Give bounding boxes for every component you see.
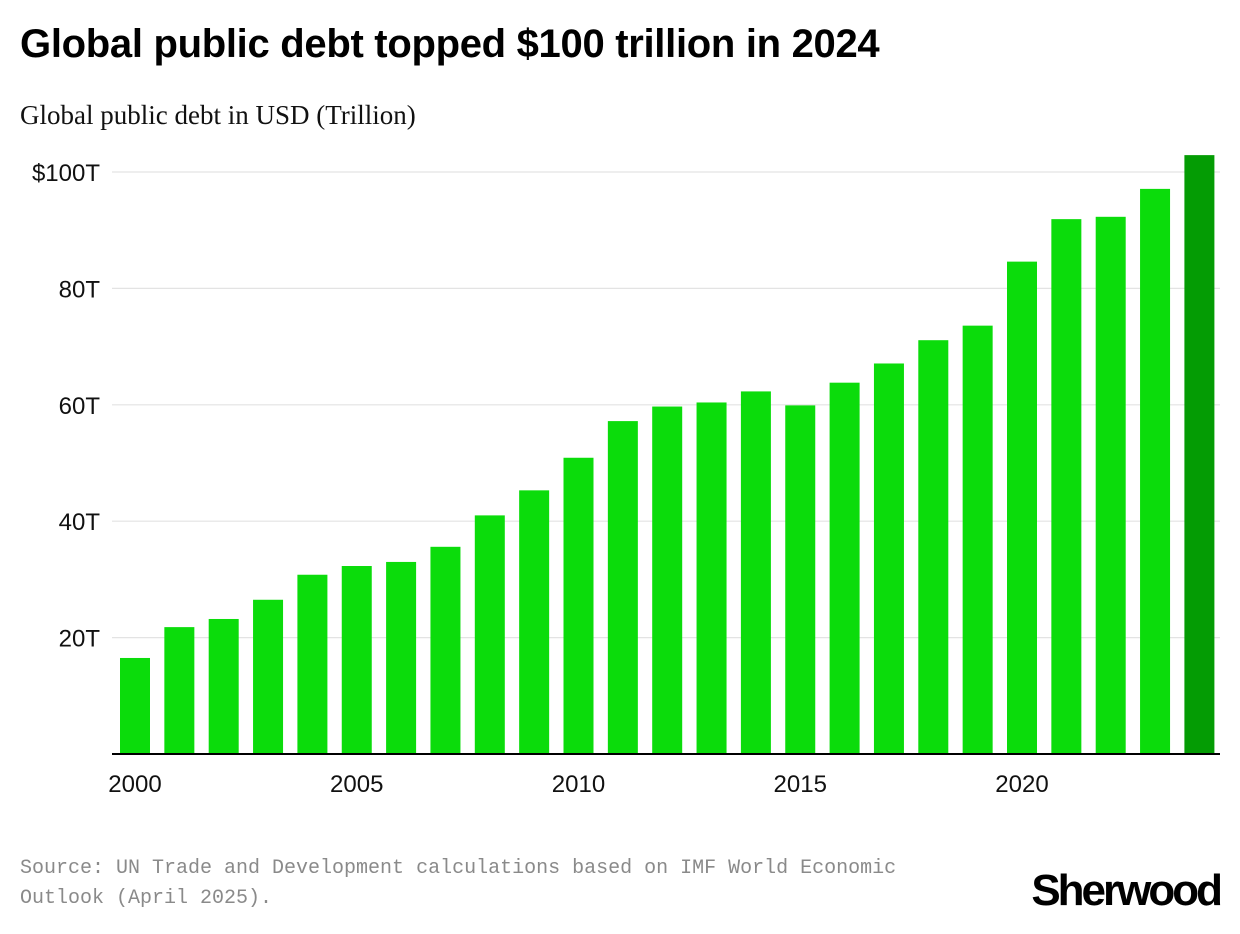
bars <box>120 155 1215 754</box>
bar-2014 <box>740 391 771 754</box>
bar-2017 <box>873 363 904 754</box>
bar-2016 <box>829 382 860 754</box>
chart-title: Global public debt topped $100 trillion … <box>20 22 880 66</box>
bar-2015 <box>785 405 816 754</box>
bar-2010 <box>563 457 594 754</box>
bar-2004 <box>297 574 328 754</box>
bar-2019 <box>962 325 993 754</box>
y-tick-label: 80T <box>59 276 101 303</box>
y-tick-label: $100T <box>32 160 100 187</box>
bar-2012 <box>652 406 683 754</box>
bar-2009 <box>519 490 550 754</box>
y-tick-label: 20T <box>59 626 101 653</box>
y-tick-label: 40T <box>59 509 101 536</box>
bar-2020 <box>1007 261 1037 754</box>
sherwood-logo: Sherwood <box>1031 866 1223 915</box>
bar-2013 <box>696 402 727 754</box>
bar-2006 <box>386 561 417 754</box>
bar-2003 <box>253 599 284 754</box>
y-tick-label: 60T <box>59 393 101 420</box>
bar-2022 <box>1095 216 1126 754</box>
bar-chart: 20T 40T 60T 80T $100T 2000 2005 2010 2015 2020 <box>32 155 1220 798</box>
bar-2024 <box>1184 155 1215 754</box>
x-tick-label: 2015 <box>774 771 827 798</box>
bar-2011 <box>607 421 638 754</box>
bar-2008 <box>474 515 505 754</box>
axes: 20T 40T 60T 80T $100T 2000 2005 2010 2015 2020 <box>32 160 1220 798</box>
bar-2023 <box>1140 188 1171 754</box>
chart-subtitle: Global public debt in USD (Trillion) <box>20 100 416 130</box>
x-tick-label: 2005 <box>330 771 383 798</box>
bar-2005 <box>341 566 372 754</box>
x-tick-label: 2020 <box>995 771 1048 798</box>
bar-2000 <box>120 657 150 754</box>
x-tick-label: 2010 <box>552 771 605 798</box>
bar-2021 <box>1051 219 1082 754</box>
bar-2007 <box>430 546 461 754</box>
bar-2018 <box>918 340 949 754</box>
bar-2002 <box>208 618 239 754</box>
bar-2001 <box>164 627 195 754</box>
source-note: Source: UN Trade and Development calcula… <box>20 857 897 910</box>
x-tick-label: 2000 <box>108 771 161 798</box>
